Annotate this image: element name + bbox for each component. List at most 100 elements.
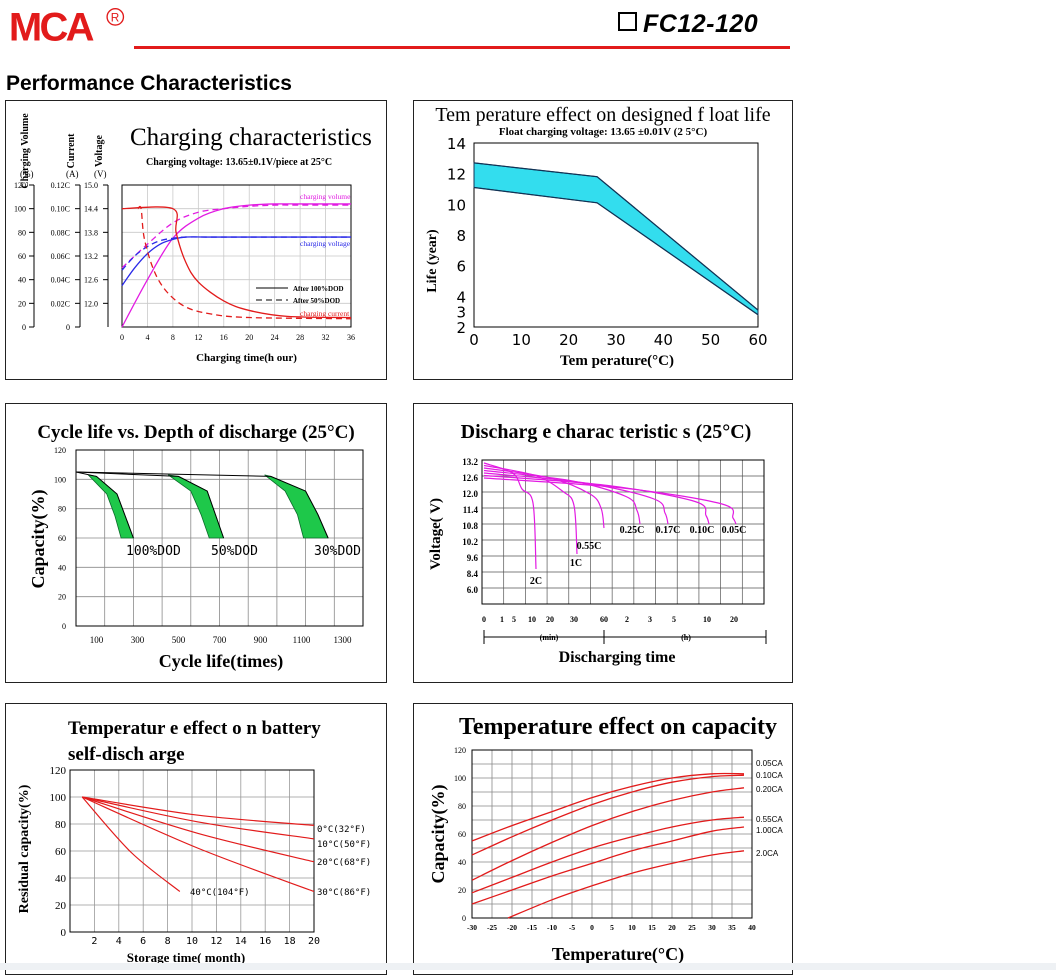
curve-label: 0.10C [690, 525, 715, 536]
x-tick-label: 28 [296, 333, 304, 342]
y-tick-label: 80 [55, 819, 67, 831]
chart-title-line2: self-disch arge [68, 744, 185, 765]
y-tick-label: 14 [447, 135, 466, 153]
self-discharge-curve [82, 797, 180, 892]
band-label: 30%DOD [314, 544, 361, 559]
annotation-voltage: charging voltage [300, 239, 351, 248]
float-life-chart: Tem perature effect on designed f loat l… [414, 101, 792, 379]
curve-label: 30°C(86°F) [317, 888, 371, 898]
x-tick-label: 24 [271, 333, 279, 342]
x-tick-label: 5 [610, 923, 614, 932]
x-tick-label: 100 [90, 635, 104, 645]
x-tick-label: 40 [748, 923, 756, 932]
y-tick-label: 0 [62, 622, 66, 631]
y-tick-label: 40 [458, 858, 466, 867]
header-divider [134, 46, 790, 49]
x-tick-label: -25 [487, 923, 497, 932]
y-tick-label: 10 [447, 196, 466, 214]
x-tick-label: 12 [194, 333, 202, 342]
y-tick-label: 100 [14, 205, 26, 214]
x-tick-label: 4 [145, 333, 149, 342]
y-tick-label: 0 [462, 914, 466, 923]
chart-title: Charging characteristics [130, 124, 372, 151]
x-tick-label: 40 [654, 331, 673, 349]
y-axis-label: Capacity(%) [28, 490, 49, 589]
y-tick-label: 100 [54, 475, 66, 484]
x-tick-label: 20 [559, 331, 578, 349]
y-tick-label: 0.08C [51, 228, 70, 237]
chart-subtitle: Float charging voltage: 13.65 ±0.01V (2 … [499, 126, 708, 138]
y-tick-label: 6 [456, 258, 466, 276]
x-tick-label: -10 [547, 923, 557, 932]
y-tick-label: 60 [458, 830, 466, 839]
x-tick-label: 20 [546, 615, 554, 624]
x-tick-label: 30 [708, 923, 716, 932]
x-tick-label: 5 [672, 615, 676, 624]
x-axis-label: Temperature(°C) [552, 944, 684, 965]
x-tick-label: 50 [701, 331, 720, 349]
x-axis-label: Cycle life(times) [159, 651, 283, 672]
y-tick-label: 13.2 [84, 252, 98, 261]
x-tick-label: 20 [245, 333, 253, 342]
y-axis-label: Capacity(%) [428, 785, 449, 884]
y-tick-label: 80 [18, 228, 26, 237]
discharge-curve-0.17C [484, 473, 668, 524]
discharge-curve-0.05C [484, 478, 736, 524]
y-tick-label: 0.06C [51, 252, 70, 261]
x-tick-label: 20 [668, 923, 676, 932]
y-tick-label: 13.2 [462, 457, 478, 467]
x-tick-label: 3 [648, 615, 652, 624]
curve-label: 20°C(68°F) [317, 858, 371, 868]
x-tick-label: 1300 [334, 635, 353, 645]
y-tick-label: 10.2 [462, 537, 478, 547]
axis-unit: (V) [94, 169, 107, 179]
model-name: FC12-120 [618, 10, 758, 39]
life-band [474, 163, 758, 315]
dod-band-30%DOD [265, 475, 329, 538]
y-tick-label: 60 [58, 534, 66, 543]
curve-label: 2.0CA [756, 849, 779, 858]
x-tick-label: 5 [512, 615, 516, 624]
legend-solid-label: After 100%DOD [293, 285, 344, 293]
x-tick-label: 20 [308, 936, 320, 947]
cycle-life-chart-panel: Cycle life vs. Depth of discharge (25°C)… [5, 403, 387, 683]
curve-label: 1C [570, 558, 582, 569]
y-tick-label: 12.6 [462, 473, 478, 483]
chart-title: Tem perature effect on designed f loat l… [435, 104, 770, 126]
checkbox-icon [618, 12, 637, 31]
y-tick-label: 60 [55, 846, 67, 858]
y-tick-label: 20 [58, 593, 66, 602]
annotation-volume: charging volume [300, 192, 351, 201]
y-tick-label: 6.0 [467, 585, 479, 595]
y-tick-label: 12.0 [84, 299, 98, 308]
curve-label: 0.17C [656, 525, 681, 536]
temp-capacity-chart: Temperature effect on capacity0.05CA0.10… [414, 704, 792, 974]
self-discharge-chart-panel: Temperatur e effect o n battery self-disc… [5, 703, 387, 975]
self-discharge-curve [82, 797, 314, 825]
chart-title: Cycle life vs. Depth of discharge (25°C) [37, 422, 354, 443]
x-group-label-min: (min) [540, 633, 559, 642]
section-title: Performance Characteristics [6, 72, 292, 96]
annotation-current: charging current [300, 309, 350, 318]
dod-band-50%DOD [168, 475, 223, 538]
y-tick-label: 10.8 [462, 521, 478, 531]
x-tick-label: 20 [730, 615, 738, 624]
curve-label: 0.05C [722, 525, 747, 536]
axis-unit: (A) [66, 169, 79, 179]
x-tick-label: 60 [748, 331, 767, 349]
model-label: FC12-120 [643, 10, 758, 38]
y-axis-label: Voltage( V) [428, 498, 444, 570]
x-axis-label: Discharging time [559, 649, 676, 666]
chart-title: Discharg e charac teristic s (25°C) [461, 421, 752, 443]
cycle-life-chart: Cycle life vs. Depth of discharge (25°C)… [6, 404, 386, 682]
x-axis-label: Charging time(h our) [196, 352, 297, 364]
curve-label: 0.05CA [756, 759, 783, 768]
x-tick-label: 18 [284, 936, 296, 947]
x-tick-label: 0 [469, 331, 479, 349]
x-tick-label: 10 [528, 615, 536, 624]
curve-label: 0.55C [577, 541, 602, 552]
self-discharge-chart: Temperatur e effect o n battery self-disc… [6, 704, 386, 974]
x-tick-label: 12 [210, 936, 222, 947]
y-tick-label: 60 [18, 252, 26, 261]
x-tick-label: 30 [606, 331, 625, 349]
